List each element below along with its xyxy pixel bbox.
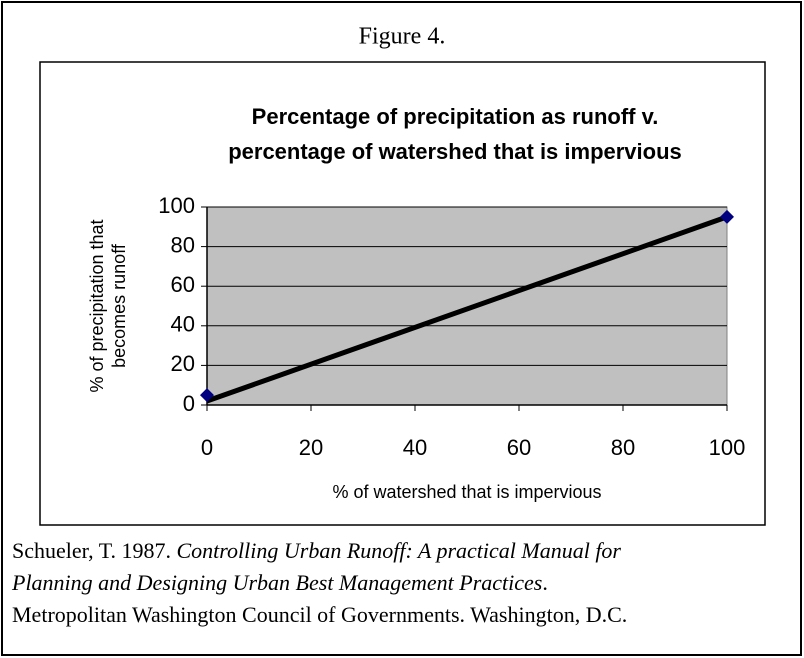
y-tick-label: 0 [183,391,195,416]
y-axis-label: becomes runoff [109,243,129,368]
caption: Figure 4. [359,24,446,50]
citation-text: Controlling Urban Runoff: A practical Ma… [177,538,622,563]
y-tick-label: 20 [171,351,195,376]
y-tick-label: 40 [171,312,195,337]
x-tick-label: 40 [403,435,427,460]
data-point [200,388,214,403]
y-tick-label: 80 [171,232,195,257]
x-axis-label: % of watershed that is impervious [332,482,601,502]
citation-text: Metropolitan Washington Council of Gover… [12,602,627,627]
x-tick-label: 0 [201,435,213,460]
x-tick-label: 60 [507,435,531,460]
y-axis-label: % of precipitation that [87,219,107,392]
y-tick-label: 60 [171,272,195,297]
x-tick-label: 100 [709,435,746,460]
citation-line: Metropolitan Washington Council of Gover… [12,602,627,627]
x-tick-label: 80 [611,435,635,460]
trendline [206,214,728,404]
citation-line: Planning and Designing Urban Best Manage… [11,570,548,595]
chart-title: percentage of watershed that is impervio… [228,139,682,164]
citation-line: Schueler, T. 1987. Controlling Urban Run… [12,538,621,563]
y-tick-label: 100 [158,193,195,218]
x-tick-label: 20 [299,435,323,460]
citation-text: . [542,570,548,595]
data-point [720,209,734,224]
chart-title: Percentage of precipitation as runoff v. [252,104,659,129]
citation-text: Planning and Designing Urban Best Manage… [11,570,542,595]
citation-text: Schueler, T. 1987. [12,538,177,563]
